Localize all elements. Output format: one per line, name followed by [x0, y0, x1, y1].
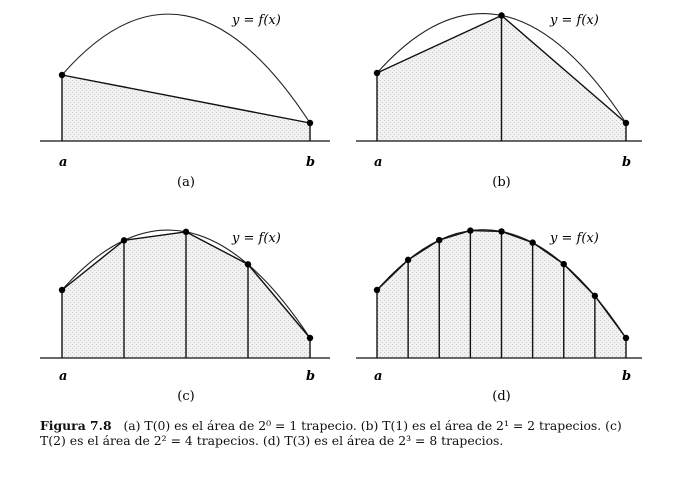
label-b: b: [622, 369, 631, 384]
node-point: [306, 119, 314, 127]
trapezoid-chord: [123, 231, 187, 242]
node-point: [120, 237, 128, 244]
curve-label: y = f(x): [231, 13, 281, 28]
curve-label: y = f(x): [231, 231, 281, 246]
panel-c: y = f(x) a b (c): [40, 228, 330, 404]
panel-d: y = f(x) a b (d): [356, 227, 642, 404]
trapezoid-figure: y = f(x)a b(a)y = f(x)a b(b)y = f(x)a b(c)y…: [40, 12, 642, 404]
label-a: a: [59, 155, 67, 170]
trapezoid-chord: [61, 74, 311, 124]
panel-a: y = f(x) a b (a): [40, 13, 330, 190]
caption-title: Figura 7.8: [40, 418, 112, 433]
figure-caption: Figura 7.8 (a) T(0) es el área de 2⁰ = 1…: [40, 418, 640, 448]
trapezoid-chord: [501, 230, 533, 244]
label-b: b: [306, 369, 315, 384]
node-point: [622, 119, 630, 127]
curve-label: y = f(x): [549, 231, 599, 246]
panel-label: (b): [492, 175, 510, 190]
node-point: [244, 261, 252, 268]
node-point: [498, 228, 505, 235]
function-curve: [61, 13, 311, 124]
label-a: a: [374, 155, 382, 170]
node-point: [622, 334, 630, 342]
trapezoid-chord: [439, 229, 471, 241]
label-a: a: [59, 369, 67, 384]
node-point: [529, 239, 536, 246]
node-point: [306, 334, 314, 342]
panel-label: (a): [177, 175, 195, 190]
node-point: [373, 286, 381, 294]
trapezoid-chord: [501, 14, 627, 124]
trapezoid-chord: [185, 231, 249, 265]
trapezoid-chord: [376, 259, 409, 291]
trapezoid-chord: [594, 295, 627, 339]
node-point: [467, 227, 474, 234]
panel-b: y = f(x) a b (b): [356, 12, 642, 190]
panel-label: (c): [177, 389, 194, 404]
node-point: [560, 260, 567, 268]
curve-label: y = f(x): [549, 13, 599, 28]
trapezoid-area: [62, 75, 310, 141]
node-point: [591, 292, 599, 300]
trapezoid-chord: [532, 242, 565, 265]
trapezoid-chord: [61, 239, 125, 291]
trapezoid-chord: [407, 239, 440, 261]
panel-label: (d): [492, 389, 510, 404]
trapezoid-chord: [563, 263, 596, 297]
node-point: [498, 12, 505, 19]
label-b: b: [622, 155, 631, 170]
node-point: [182, 228, 190, 236]
label-b: b: [306, 155, 315, 170]
node-point: [436, 236, 443, 244]
trapezoid-chord: [376, 14, 502, 74]
node-point: [58, 71, 66, 79]
node-point: [373, 69, 381, 77]
trapezoid-chord: [247, 263, 311, 339]
node-point: [58, 286, 66, 294]
caption-text: (a) T(0) es el área de 2⁰ = 1 trapecio. …: [40, 418, 622, 448]
label-a: a: [374, 369, 382, 384]
node-point: [404, 256, 412, 264]
trapezoid-chord: [470, 229, 502, 233]
